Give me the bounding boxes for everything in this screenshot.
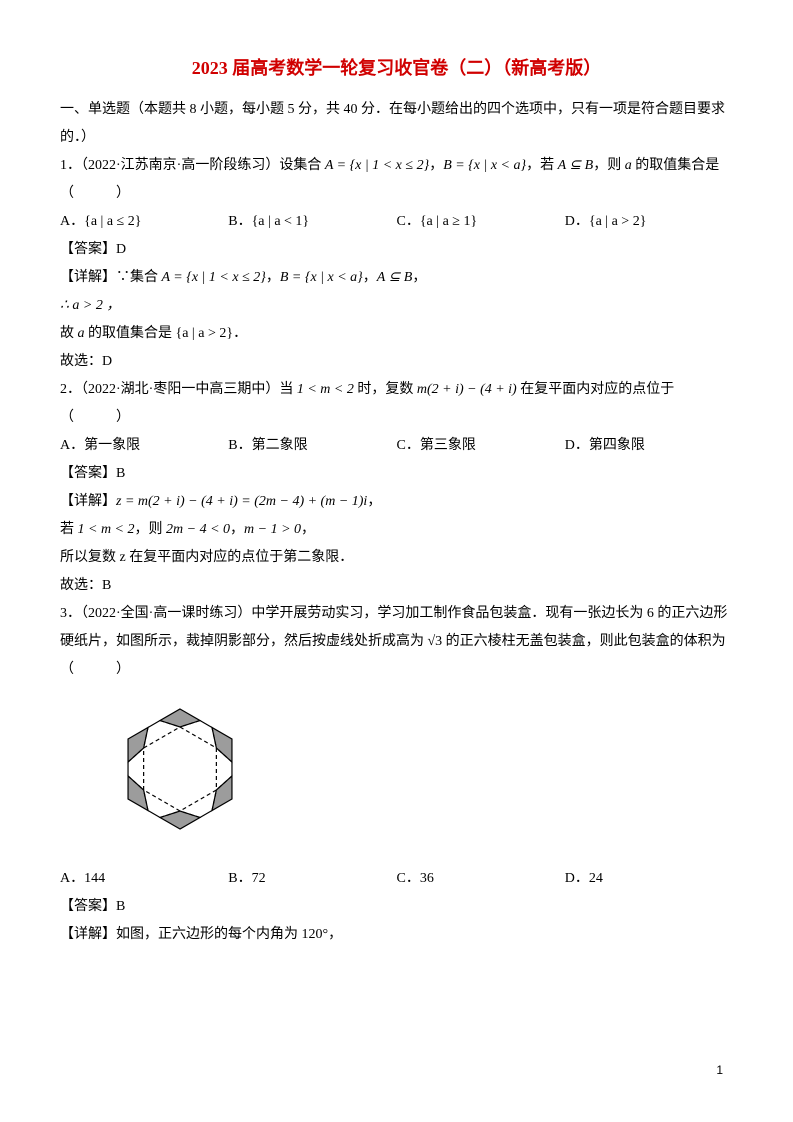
q1-stem: 1．（2022·江苏南京·高一阶段练习）设集合 A = {x | 1 < x ≤… — [60, 152, 733, 208]
q1-opt-b: B．{a | a < 1} — [228, 208, 396, 236]
q2-m1: 1 < m < 2 — [297, 382, 354, 397]
q1-d-m1: A = {x | 1 < x ≤ 2} — [162, 270, 266, 285]
q2-s1: 时，复数 — [354, 382, 417, 397]
q2-l2-pre: 若 — [60, 522, 78, 537]
q1-detail-line3: 故 a 的取值集合是 {a | a > 2}． — [60, 320, 733, 348]
q2-opt-b: B．第二象限 — [228, 432, 396, 460]
page-title: 2023 届高考数学一轮复习收官卷（二）（新高考版） — [60, 50, 733, 86]
q1-s1: ， — [429, 158, 443, 173]
q2-l2-s3: ， — [301, 522, 315, 537]
q1-m2: B = {x | x < a} — [443, 158, 526, 173]
q2-l2-m2: 2m − 4 < 0 — [166, 522, 230, 537]
q1-d-s1: ， — [266, 270, 280, 285]
section-1-intro: 一、单选题（本题共 8 小题，每小题 5 分，共 40 分．在每小题给出的四个选… — [60, 96, 733, 152]
q3-opt-d: D．24 — [565, 865, 733, 893]
q1-l3-m: a — [78, 326, 85, 341]
q2-detail-label: 【详解】 — [60, 494, 116, 509]
q1-pick: 故选：D — [60, 348, 733, 376]
q2-l2-s1: ，则 — [135, 522, 167, 537]
page-number: 1 — [716, 1058, 723, 1082]
q1-d-s2: ， — [363, 270, 377, 285]
q2-prefix: 2．（2022·湖北·枣阳一中高三期中）当 — [60, 382, 297, 397]
q1-detail-line2: ∴ a > 2 ， — [60, 292, 733, 320]
q2-l2-m1: 1 < m < 2 — [78, 522, 135, 537]
q1-opt-a: A．{a | a ≤ 2} — [60, 208, 228, 236]
q2-opt-a: A．第一象限 — [60, 432, 228, 460]
q2-stem: 2．（2022·湖北·枣阳一中高三期中）当 1 < m < 2 时，复数 m(2… — [60, 376, 733, 432]
q1-opt-c: C．{a | a ≥ 1} — [397, 208, 565, 236]
q1-opt-d: D．{a | a > 2} — [565, 208, 733, 236]
hexagon-figure — [100, 694, 733, 855]
q1-detail-label: 【详解】∵集合 — [60, 270, 162, 285]
q1-d-m3: A ⊆ B — [377, 270, 413, 285]
q2-answer: 【答案】B — [60, 460, 733, 488]
q3-opt-b: B．72 — [228, 865, 396, 893]
q2-l2-s2: ， — [230, 522, 244, 537]
hexagon-svg — [100, 694, 260, 844]
q3-detail: 【详解】如图，正六边形的每个内角为 120°， — [60, 921, 733, 949]
q1-m1: A = {x | 1 < x ≤ 2} — [325, 158, 429, 173]
q3-options: A．144 B．72 C．36 D．24 — [60, 865, 733, 893]
q1-options: A．{a | a ≤ 2} B．{a | a < 1} C．{a | a ≥ 1… — [60, 208, 733, 236]
q2-opt-c: C．第三象限 — [397, 432, 565, 460]
q2-detail-line2: 若 1 < m < 2，则 2m − 4 < 0，m − 1 > 0， — [60, 516, 733, 544]
title-text: 2023 届高考数学一轮复习收官卷（二）（新高考版） — [192, 58, 602, 78]
q1-answer: 【答案】D — [60, 236, 733, 264]
q1-d-s3: ， — [412, 270, 426, 285]
q2-d-m1: z = m(2 + i) − (4 + i) = (2m − 4) + (m −… — [116, 494, 367, 509]
q2-d-s1: ， — [367, 494, 381, 509]
q2-opt-d: D．第四象限 — [565, 432, 733, 460]
q3-opt-a: A．144 — [60, 865, 228, 893]
q1-d-m2: B = {x | x < a} — [280, 270, 363, 285]
q3-stem: 3．（2022·全国·高一课时练习）中学开展劳动实习，学习加工制作食品包装盒．现… — [60, 600, 733, 684]
q1-m4: a — [625, 158, 632, 173]
q2-detail-line1: 【详解】z = m(2 + i) − (4 + i) = (2m − 4) + … — [60, 488, 733, 516]
q1-l3-post: 的取值集合是 {a | a > 2}． — [85, 326, 248, 341]
q1-detail-line1: 【详解】∵集合 A = {x | 1 < x ≤ 2}，B = {x | x <… — [60, 264, 733, 292]
q3-answer: 【答案】B — [60, 893, 733, 921]
q1-s2: ，若 — [526, 158, 558, 173]
q1-m3: A ⊆ B — [558, 158, 594, 173]
q3-opt-c: C．36 — [397, 865, 565, 893]
q2-m2: m(2 + i) − (4 + i) — [417, 382, 517, 397]
q1-prefix: 1．（2022·江苏南京·高一阶段练习）设集合 — [60, 158, 325, 173]
q1-s3: ，则 — [593, 158, 625, 173]
q2-pick: 故选：B — [60, 572, 733, 600]
q2-options: A．第一象限 B．第二象限 C．第三象限 D．第四象限 — [60, 432, 733, 460]
q1-l3-pre: 故 — [60, 326, 78, 341]
q2-detail-line3: 所以复数 z 在复平面内对应的点位于第二象限． — [60, 544, 733, 572]
q2-l2-m3: m − 1 > 0 — [244, 522, 301, 537]
